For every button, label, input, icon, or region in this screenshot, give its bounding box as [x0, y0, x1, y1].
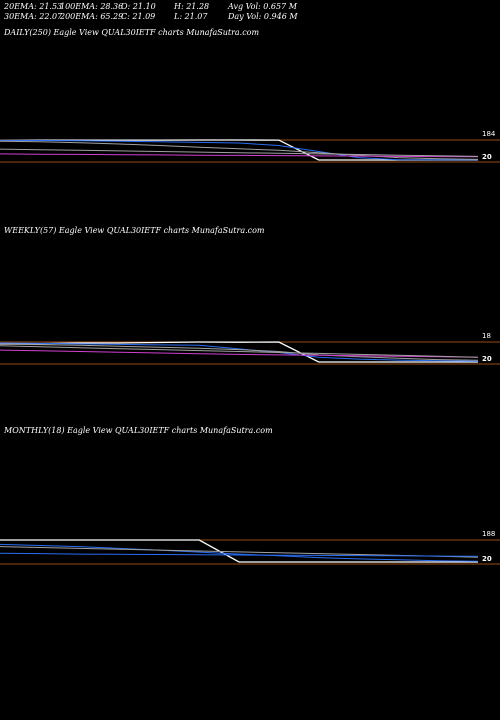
price-line: [0, 341, 478, 363]
ema100-value: 100EMA: 28.36: [60, 2, 124, 11]
ema-fast-line: [0, 139, 478, 161]
ma-grey-line: [0, 148, 479, 157]
ema-fast-line: [0, 342, 479, 362]
price-tick-top: 184: [482, 130, 496, 138]
ema30-value: 30EMA: 22.07: [4, 12, 63, 21]
day-vol-value: Day Vol: 0.946 M: [228, 12, 298, 21]
ema20-value: 20EMA: 21.53: [4, 2, 63, 11]
ema200-value: 200EMA: 65.29: [60, 12, 124, 21]
low-value: L: 21.07: [174, 12, 208, 21]
ema-slow-line: [0, 140, 479, 160]
open-value: O: 21.10: [121, 2, 156, 11]
daily-chart-title: DAILY(250) Eagle View QUAL30IETF charts …: [4, 28, 260, 37]
price-tick-bottom: 20: [482, 555, 492, 563]
close-value: C: 21.09: [121, 12, 156, 21]
price-line: [0, 539, 478, 563]
daily-chart: 184 20: [0, 130, 500, 163]
monthly-chart-title: MONTHLY(18) Eagle View QUAL30IETF charts…: [4, 426, 273, 435]
ema-slow-line: [0, 343, 479, 361]
price-tick-top: 18: [482, 332, 491, 340]
ma-blue-line: [0, 552, 479, 557]
weekly-chart-title: WEEKLY(57) Eagle View QUAL30IETF charts …: [4, 226, 265, 235]
ma-pink-line: [0, 153, 479, 158]
high-value: H: 21.28: [174, 2, 210, 11]
price-tick-bottom: 20: [482, 153, 492, 161]
ema-fast-line: [0, 543, 479, 562]
avg-vol-value: Avg Vol: 0.657 M: [228, 2, 297, 11]
ma-pink-line: [0, 349, 479, 358]
monthly-chart: 188 20: [0, 530, 500, 565]
ma-grey-line: [0, 345, 479, 358]
price-tick-bottom: 20: [482, 355, 492, 363]
price-tick-top: 188: [482, 530, 495, 538]
